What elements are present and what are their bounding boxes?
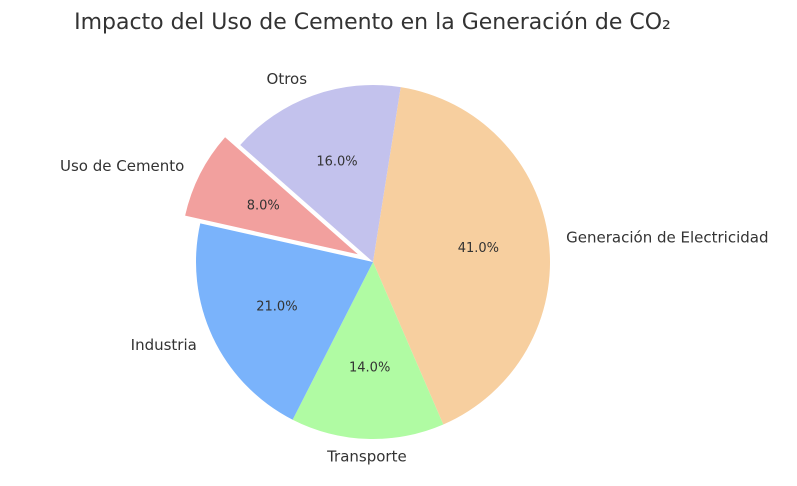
slice-label-generacion-de-electricidad: Generación de Electricidad xyxy=(566,229,768,247)
pct-label-industria: 21.0% xyxy=(256,300,297,315)
pie-slice-otros xyxy=(240,85,401,262)
pie-slice-industria xyxy=(196,223,373,420)
pct-label-otros: 16.0% xyxy=(316,155,357,170)
pct-label-generacion-de-electricidad: 41.0% xyxy=(458,241,499,256)
pie-slices xyxy=(185,85,550,439)
slice-label-uso-de-cemento: Uso de Cemento xyxy=(60,157,184,175)
pie-slice-uso-de-cemento xyxy=(185,137,358,255)
slice-label-industria: Industria xyxy=(131,336,197,354)
slice-label-otros: Otros xyxy=(267,70,308,88)
pct-label-transporte: 14.0% xyxy=(349,361,390,376)
chart-title: Impacto del Uso de Cemento en la Generac… xyxy=(74,10,671,35)
pie-slice-generacion-de-electricidad xyxy=(373,87,550,425)
pct-label-uso-de-cemento: 8.0% xyxy=(247,199,280,214)
slice-label-transporte: Transporte xyxy=(326,448,407,466)
pie-slice-transporte xyxy=(292,262,444,439)
pie-labels: 41.0% Generación de Electricidad 14.0% Tran… xyxy=(60,70,768,466)
